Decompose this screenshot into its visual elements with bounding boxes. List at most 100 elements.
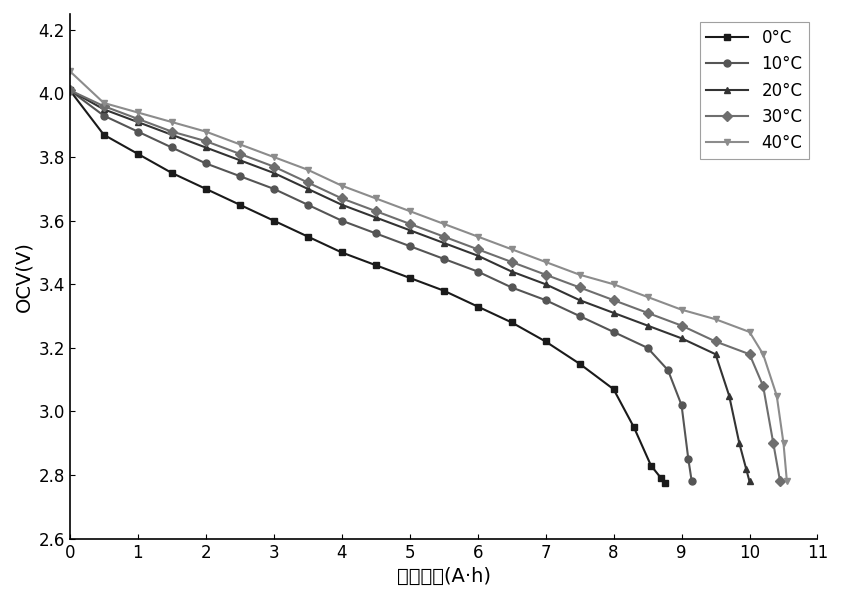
10°C [541,296,551,304]
0°C [656,475,666,482]
30°C [472,245,482,253]
0°C [629,424,639,431]
30°C [370,208,381,215]
30°C [167,128,177,135]
10°C [65,86,75,94]
20°C [711,350,721,358]
30°C [337,195,347,202]
10°C [370,230,381,237]
30°C [541,271,551,278]
Line: 40°C: 40°C [67,68,791,485]
20°C [574,296,584,304]
0°C [200,185,210,193]
X-axis label: 电池容量(A·h): 电池容量(A·h) [397,567,491,586]
20°C [167,131,177,139]
40°C [405,208,415,215]
30°C [200,137,210,145]
0°C [370,262,381,269]
20°C [724,392,734,399]
0°C [302,233,312,240]
0°C [472,303,482,310]
0°C [167,169,177,176]
20°C [133,118,143,125]
0°C [574,360,584,367]
40°C [609,281,619,288]
10°C [405,242,415,250]
20°C [200,144,210,151]
20°C [609,309,619,316]
Line: 20°C: 20°C [67,87,753,485]
Line: 30°C: 30°C [67,87,784,485]
40°C [439,220,449,227]
40°C [302,166,312,173]
10°C [269,185,279,193]
10°C [472,268,482,275]
10°C [235,173,245,180]
40°C [167,118,177,125]
20°C [642,322,653,329]
0°C [65,86,75,94]
40°C [779,440,789,447]
10°C [99,112,109,119]
0°C [133,150,143,157]
10°C [133,128,143,135]
40°C [99,100,109,107]
0°C [507,319,517,326]
20°C [741,465,751,472]
40°C [235,140,245,148]
30°C [405,220,415,227]
10°C [337,217,347,224]
30°C [235,150,245,157]
40°C [200,128,210,135]
20°C [439,239,449,247]
20°C [337,201,347,208]
30°C [302,179,312,186]
20°C [235,157,245,164]
30°C [642,309,653,316]
20°C [472,252,482,259]
30°C [676,322,686,329]
10°C [642,344,653,352]
0°C [405,274,415,281]
20°C [302,185,312,193]
40°C [574,271,584,278]
0°C [99,131,109,139]
40°C [507,245,517,253]
0°C [609,386,619,393]
30°C [65,86,75,94]
40°C [65,68,75,75]
0°C [439,287,449,294]
Y-axis label: OCV(V): OCV(V) [13,241,33,312]
10°C [507,284,517,291]
10°C [167,144,177,151]
0°C [235,201,245,208]
10°C [439,255,449,262]
Line: 10°C: 10°C [67,87,695,485]
10°C [663,367,673,374]
20°C [99,106,109,113]
20°C [734,440,744,447]
0°C [269,217,279,224]
10°C [302,201,312,208]
20°C [507,268,517,275]
20°C [541,281,551,288]
40°C [758,350,768,358]
40°C [676,306,686,313]
30°C [609,296,619,304]
0°C [541,338,551,345]
30°C [744,350,754,358]
30°C [768,440,778,447]
40°C [771,392,781,399]
40°C [133,109,143,116]
30°C [711,338,721,345]
10°C [609,328,619,335]
10°C [687,478,697,485]
40°C [744,328,754,335]
Legend: 0°C, 10°C, 20°C, 30°C, 40°C: 0°C, 10°C, 20°C, 30°C, 40°C [700,22,809,159]
20°C [744,478,754,485]
20°C [269,169,279,176]
30°C [269,163,279,170]
20°C [65,86,75,94]
Line: 0°C: 0°C [67,87,668,487]
10°C [684,455,694,463]
